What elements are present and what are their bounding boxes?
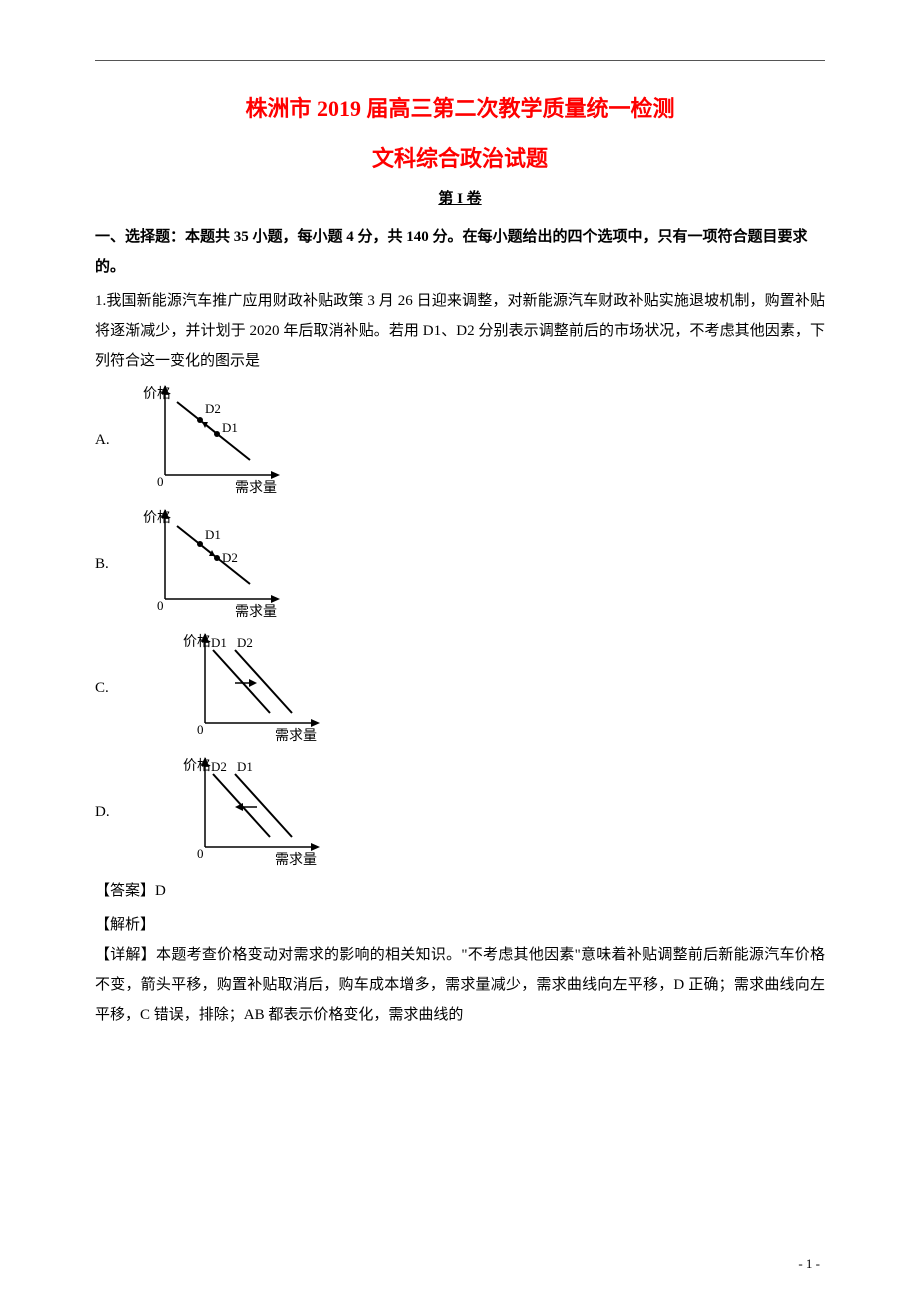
chart-a: 价格 需求量 0 D2 D1 (135, 380, 290, 500)
option-d-label: D. (95, 804, 115, 821)
top-divider (95, 60, 825, 61)
origin-label: 0 (157, 474, 164, 489)
d2-label-b: D2 (222, 550, 238, 565)
option-c-label: C. (95, 680, 115, 697)
analysis-label: 【解析】 (95, 910, 825, 940)
option-b-label: B. (95, 556, 115, 573)
option-a-row: A. 价格 需求量 0 D2 D1 (95, 380, 825, 500)
d2-label-a: D2 (205, 401, 221, 416)
d1-label-a: D1 (222, 420, 238, 435)
analysis-text: 【详解】本题考查价格变动对需求的影响的相关知识。"不考虑其他因素"意味着补贴调整… (95, 940, 825, 1030)
option-a-label: A. (95, 432, 115, 449)
option-d-row: D. 价格 需求量 0 D2 D1 (95, 752, 825, 872)
y-axis-label: 价格 (143, 510, 171, 526)
chart-b: 价格 需求量 0 D1 D2 (135, 504, 290, 624)
d1-label-d: D1 (237, 759, 253, 774)
y-axis-label: 价格 (183, 634, 211, 650)
origin-label: 0 (197, 722, 204, 737)
x-axis-label: 需求量 (235, 480, 277, 496)
origin-label: 0 (197, 846, 204, 861)
page-number: - 1 - (798, 1256, 820, 1272)
d1-label-b: D1 (205, 527, 221, 542)
d1-label-c: D1 (211, 635, 227, 650)
x-axis-label: 需求量 (275, 852, 317, 868)
option-c-row: C. 价格 需求量 0 D1 D2 (95, 628, 825, 748)
chart-d: 价格 需求量 0 D2 D1 (175, 752, 330, 872)
question-body: 我国新能源汽车推广应用财政补贴政策 3 月 26 日迎来调整，对新能源汽车财政补… (95, 293, 825, 369)
x-axis-label: 需求量 (235, 604, 277, 620)
answer: 【答案】D (95, 876, 825, 906)
d2-label-c: D2 (237, 635, 253, 650)
x-axis-label: 需求量 (275, 728, 317, 744)
y-axis-label: 价格 (183, 758, 211, 774)
origin-label: 0 (157, 598, 164, 613)
chart-c: 价格 需求量 0 D1 D2 (175, 628, 330, 748)
y-axis-label: 价格 (143, 386, 171, 402)
question-text: 1.我国新能源汽车推广应用财政补贴政策 3 月 26 日迎来调整，对新能源汽车财… (95, 286, 825, 376)
title-line1: 株洲市 2019 届高三第二次教学质量统一检测 (95, 91, 825, 123)
subtitle: 第 I 卷 (95, 187, 825, 208)
title-line2: 文科综合政治试题 (95, 141, 825, 173)
question-number: 1. (95, 293, 106, 309)
option-b-row: B. 价格 需求量 0 D1 D2 (95, 504, 825, 624)
section-heading: 一、选择题：本题共 35 小题，每小题 4 分，共 140 分。在每小题给出的四… (95, 222, 825, 282)
d2-label-d: D2 (211, 759, 227, 774)
